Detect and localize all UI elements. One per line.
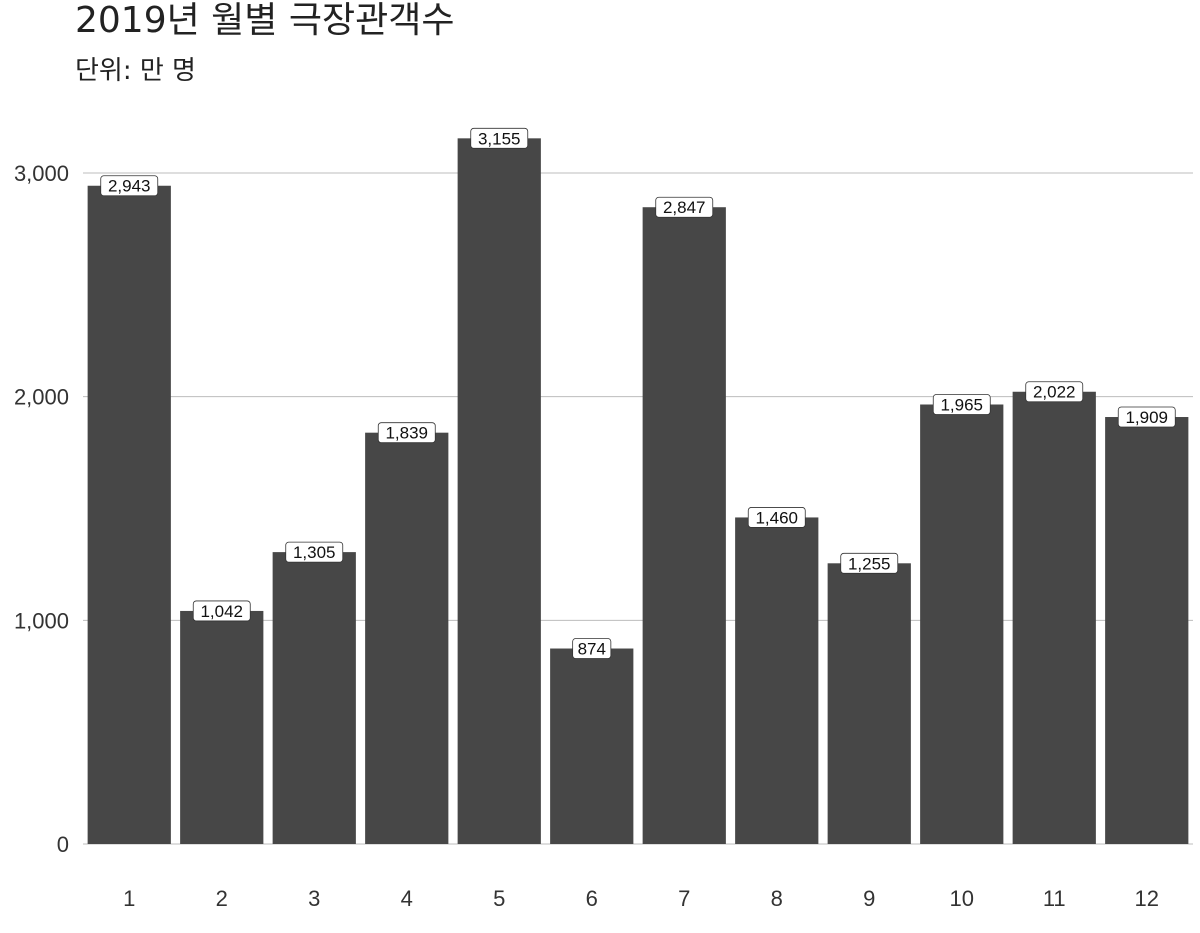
bar-6	[550, 648, 634, 844]
x-tick-label: 8	[771, 886, 783, 911]
bar-10	[920, 404, 1004, 844]
x-tick-label: 3	[308, 886, 320, 911]
bar-12	[1105, 417, 1189, 844]
data-label-text: 1,460	[755, 508, 798, 527]
data-label-box	[192, 600, 251, 622]
data-label: 1,255	[840, 552, 899, 574]
x-tick-label: 1	[123, 886, 135, 911]
bars	[87, 138, 1189, 844]
bar-4	[365, 432, 449, 844]
gridlines	[83, 172, 1193, 845]
data-label: 1,042	[192, 600, 251, 622]
data-label-text: 874	[578, 640, 606, 659]
data-label-text: 1,965	[940, 395, 983, 414]
data-label-box	[285, 541, 344, 563]
x-tick-label: 12	[1135, 886, 1159, 911]
bar-3	[272, 552, 356, 844]
data-label-text: 1,839	[385, 424, 428, 443]
y-tick-label: 1,000	[14, 608, 69, 633]
data-label-box	[655, 196, 714, 218]
y-tick-label: 0	[57, 832, 69, 857]
data-label-box	[100, 175, 159, 197]
data-label-box	[932, 394, 991, 415]
y-axis: 0 1,000 2,000 3,000	[14, 161, 69, 857]
data-label: 2,943	[100, 175, 159, 197]
data-label-text: 1,909	[1125, 408, 1168, 427]
data-label-box	[572, 638, 612, 659]
data-label: 1,909	[1117, 406, 1176, 428]
data-label-text: 2,022	[1033, 383, 1076, 402]
data-label-box	[470, 127, 529, 149]
bar-11	[1012, 391, 1096, 844]
bar-8	[735, 517, 819, 844]
data-label-text: 3,155	[478, 129, 521, 148]
x-tick-label: 11	[1043, 886, 1066, 911]
y-tick-label: 3,000	[14, 161, 69, 186]
data-label: 1,965	[932, 394, 991, 415]
data-label-text: 1,042	[200, 602, 243, 621]
bar-5	[457, 138, 541, 844]
data-label-box	[1025, 381, 1084, 403]
x-axis: 1 2 3 4 5 6 7 8 9 10 11 12	[123, 886, 1159, 911]
data-label: 3,155	[470, 127, 529, 149]
data-labels: 2,943 1,042 1,305 1,839 3,155 874 2,847 1,460 1,…	[100, 127, 1176, 659]
data-label: 874	[572, 638, 612, 659]
data-label: 1,460	[747, 507, 806, 528]
x-tick-label: 6	[586, 886, 598, 911]
x-tick-label: 5	[493, 886, 505, 911]
chart-title: 2019년 월별 극장관객수	[75, 0, 455, 41]
bar-2	[180, 610, 264, 844]
x-tick-label: 10	[950, 886, 974, 911]
x-tick-label: 7	[678, 886, 690, 911]
data-label-text: 1,305	[293, 543, 336, 562]
data-label: 1,839	[377, 422, 436, 444]
data-label: 2,022	[1025, 381, 1084, 403]
data-label: 1,305	[285, 541, 344, 563]
x-tick-label: 4	[401, 886, 413, 911]
data-label-box	[377, 422, 436, 444]
x-tick-label: 2	[216, 886, 228, 911]
data-label-text: 2,943	[108, 177, 151, 196]
bar-1	[87, 185, 171, 844]
y-tick-label: 2,000	[14, 385, 69, 410]
data-label-box	[840, 552, 899, 574]
bar-9	[827, 563, 911, 844]
data-label-text: 1,255	[848, 554, 891, 573]
chart-subtitle: 단위: 만 명	[75, 56, 196, 86]
data-label: 2,847	[655, 196, 714, 218]
data-label-text: 2,847	[663, 198, 706, 217]
x-tick-label: 9	[863, 886, 875, 911]
data-label-box	[747, 507, 806, 528]
bar-7	[642, 207, 726, 844]
data-label-box	[1117, 406, 1176, 428]
